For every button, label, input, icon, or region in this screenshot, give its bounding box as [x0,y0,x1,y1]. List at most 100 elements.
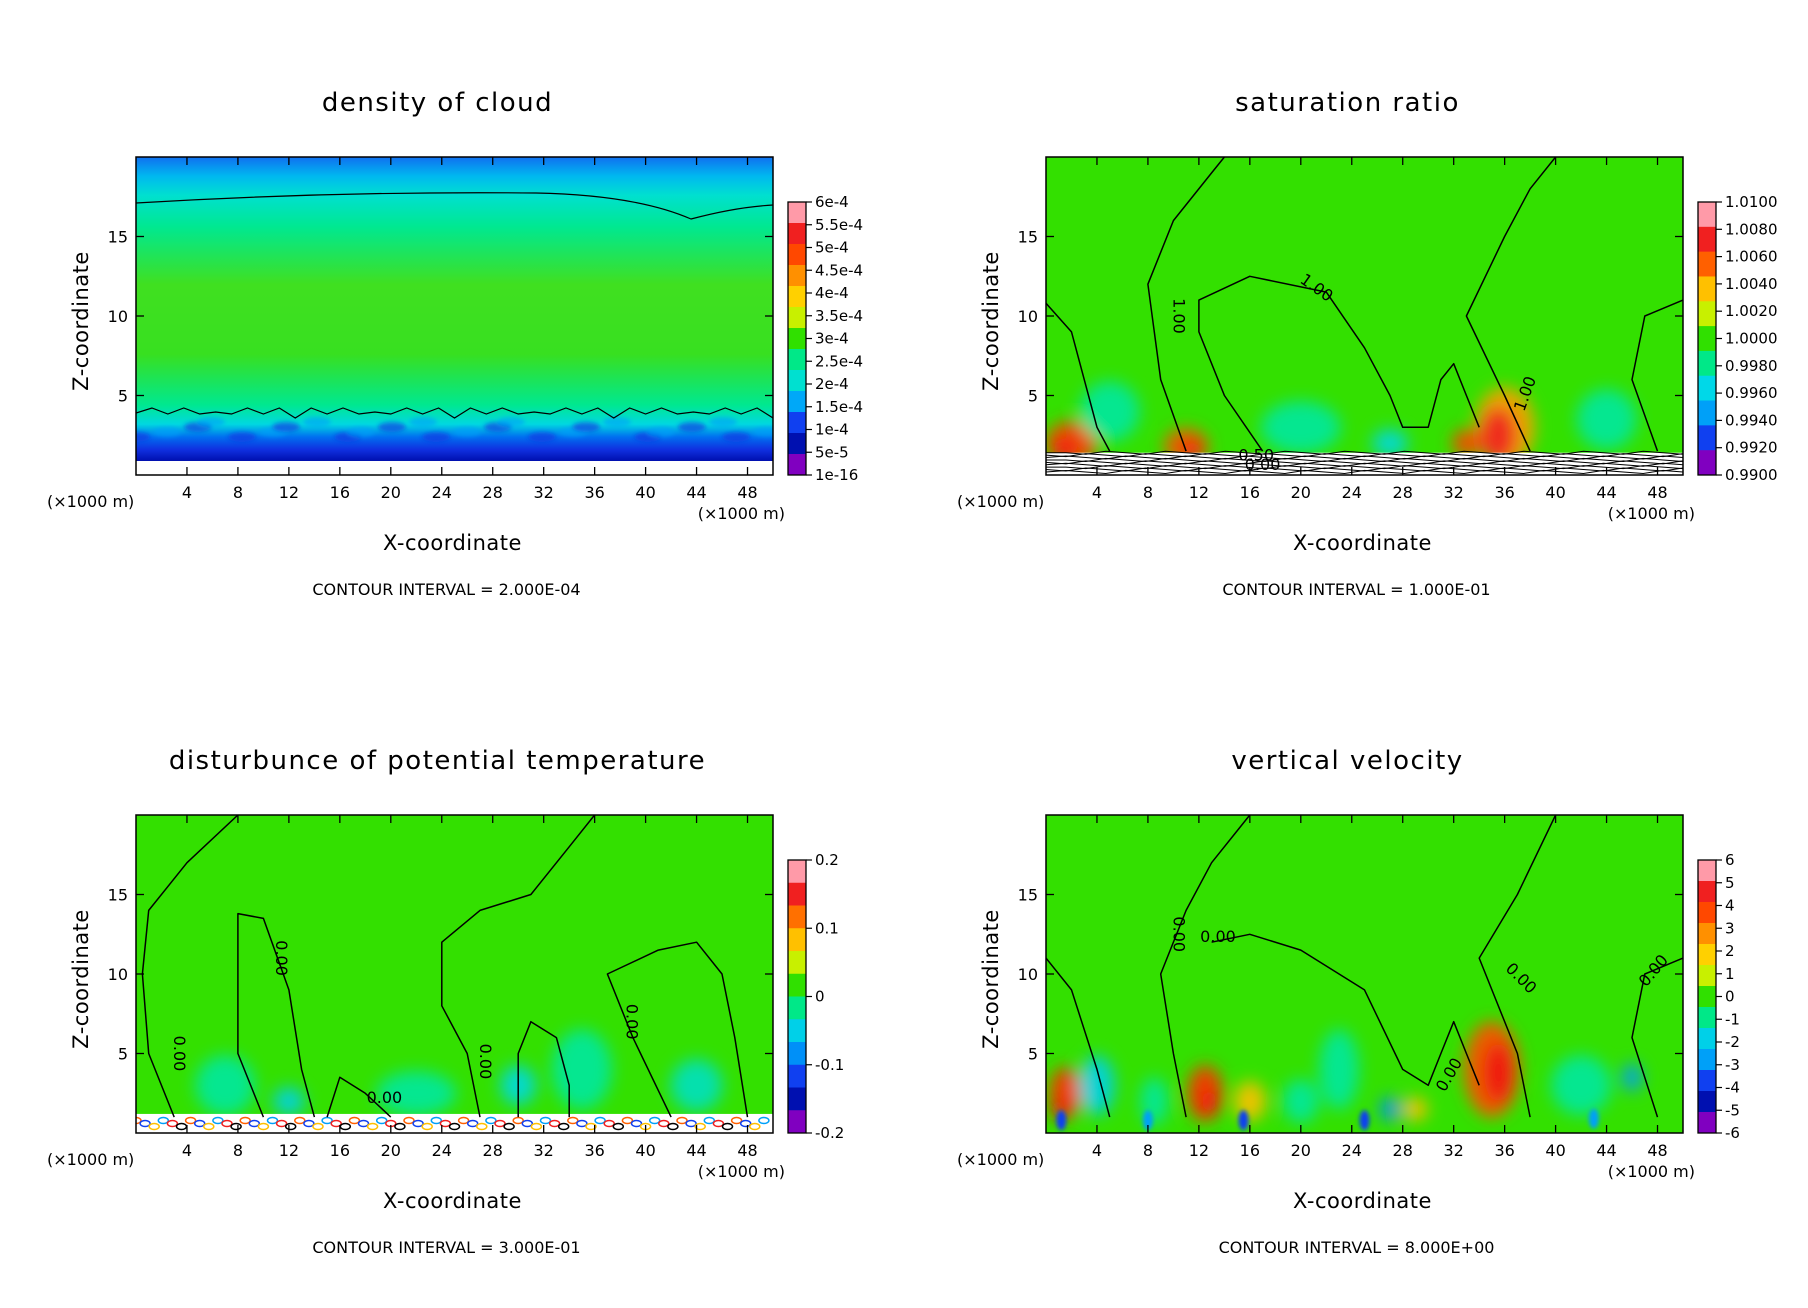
colorbar-label: -3 [1725,1056,1740,1074]
x-tick-label: 44 [1596,1141,1616,1160]
colorbar-swatch [788,202,806,224]
colorbar-swatch [1698,226,1716,253]
colorbar-swatch [788,928,806,952]
colorbar-label: -5 [1725,1101,1740,1119]
x-axis-title: X-coordinate [383,1189,522,1213]
colorbar-swatch [788,244,806,266]
colorbar-swatch [1698,986,1716,1008]
x-tick-label: 28 [1393,483,1413,502]
colorbar-swatch [788,860,806,884]
contour-label: 0.00 [1169,916,1188,952]
colorbar-label: 4.5e-4 [815,261,863,279]
chart-title: disturbunce of potential temperature [169,746,706,776]
heatmap-field [136,815,773,1133]
x-tick-label: 32 [1444,483,1464,502]
colorbar-label: 1e-16 [815,466,858,484]
colorbar-label: 1 [1725,965,1735,983]
x-tick-label: 32 [534,1141,554,1160]
contour-line [141,815,239,1118]
x-tick-label: 20 [381,1141,401,1160]
colorbar-swatch [1698,944,1716,966]
x-tick-label: 40 [635,1141,655,1160]
contour-line [1631,299,1683,452]
y-tick-label: 15 [1018,228,1038,247]
y-tick-label: 5 [118,1045,128,1064]
y-unit-label: (×1000 m) [47,492,134,511]
y-axis-title: Z-coordinate [979,909,1003,1049]
y-tick-label: 5 [1028,387,1038,406]
contour-line [1478,815,1557,1118]
x-unit-label: (×1000 m) [1608,1162,1695,1181]
contour-interval: CONTOUR INTERVAL = 2.000E-04 [312,580,580,599]
contour-line [1046,469,1683,474]
contour-line [136,192,773,220]
x-tick-label: 16 [330,483,350,502]
x-unit-label: (×1000 m) [698,1162,785,1181]
colorbar-swatch [1698,350,1716,377]
y-axis-title: Z-coordinate [979,251,1003,391]
x-tick-label: 48 [1647,483,1667,502]
contour-line [441,815,596,1118]
x-tick-label: 24 [1342,1141,1362,1160]
contour-line [1046,455,1683,460]
colorbar-swatch [1698,923,1716,945]
y-tick-label: 10 [1018,965,1038,984]
y-tick-label: 10 [108,965,128,984]
colorbar-label: 5 [1725,874,1735,892]
colorbar-swatch [788,1042,806,1066]
colorbar-swatch [1698,301,1716,327]
colorbar-label: 1.0000 [1725,330,1778,348]
colorbar-swatch [788,882,806,906]
colorbar-label: 0.9900 [1725,466,1778,484]
contour-label: 1.00 [1169,298,1188,334]
colorbar-swatch [1698,1070,1716,1092]
y-tick-label: 5 [118,387,128,406]
x-tick-label: 28 [483,1141,503,1160]
colorbar-label: 5e-4 [815,239,849,257]
colorbar-swatch [1698,965,1716,987]
colorbar-swatch [788,265,806,287]
x-tick-label: 12 [279,1141,299,1160]
colorbar-swatch [788,307,806,329]
colorbar-swatch [1698,881,1716,903]
x-tick-label: 36 [584,483,604,502]
x-tick-label: 4 [182,483,192,502]
contour-line [517,1020,570,1118]
x-tick-label: 36 [1494,1141,1514,1160]
colorbar-swatch [1698,860,1716,882]
contour-line [1046,467,1683,472]
x-axis-title: X-coordinate [1293,531,1432,555]
x-unit-label: (×1000 m) [1608,504,1695,523]
y-unit-label: (×1000 m) [957,1150,1044,1169]
colorbar-swatch [788,973,806,997]
colorbar-label: -0.2 [815,1124,844,1142]
colorbar-swatch [1698,1091,1716,1113]
y-axis-title: Z-coordinate [69,251,93,391]
x-tick-label: 8 [1143,483,1153,502]
colorbar-swatch [788,370,806,392]
colorbar-swatch [1698,251,1716,277]
heatmap-field [136,157,773,475]
contour-line [1046,465,1683,470]
colorbar-label: 1.5e-4 [815,398,863,416]
contour-label: 0.00 [1245,455,1281,474]
colorbar-swatch [788,1110,806,1134]
x-tick-label: 44 [1596,483,1616,502]
chart-panel-3: disturbunce of potential temperature 0.00… [47,746,844,1257]
chart-title: density of cloud [322,88,553,118]
x-tick-label: 32 [1444,1141,1464,1160]
x-tick-label: 20 [1291,1141,1311,1160]
x-tick-label: 24 [432,483,452,502]
x-tick-label: 40 [1545,1141,1565,1160]
colorbar-label: -6 [1725,1124,1740,1142]
x-tick-label: 40 [1545,483,1565,502]
contour-line [606,941,749,1118]
x-tick-label: 48 [737,1141,757,1160]
colorbar-label: 0.9980 [1725,357,1778,375]
colorbar-label: 0.2 [815,851,839,869]
x-tick-label: 12 [1189,1141,1209,1160]
chart-title: vertical velocity [1231,746,1463,776]
colorbar-swatch [788,1064,806,1088]
colorbar-label: 0.1 [815,919,839,937]
